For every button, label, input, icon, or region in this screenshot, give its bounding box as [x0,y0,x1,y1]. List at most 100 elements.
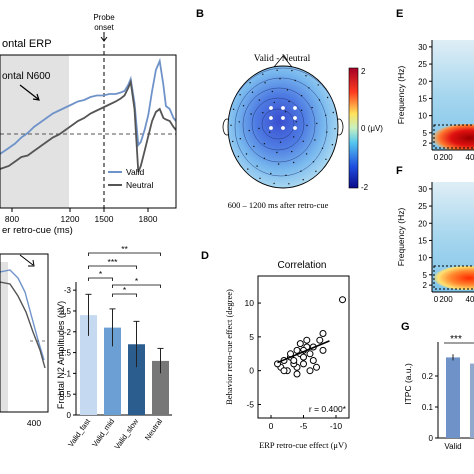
electrode-dot [262,73,264,76]
panel-f-xtick-label: 0 [434,295,439,304]
electrode-dot [316,122,318,125]
panel-a-legend: Valid Neutral [108,167,154,190]
electrode-dot [250,113,252,115]
electrode-dot [286,89,289,91]
panel-a-xlabel: er retro-cue (ms) [2,225,73,236]
significance-bracket [88,252,161,256]
electrode-dot [325,114,327,117]
electrode-dot [276,69,278,71]
scatter-point [319,346,327,354]
electrode-dot [300,170,302,172]
panel-d-ytick-label: 5 [249,332,254,342]
panel-d-xtick-label: 0 [269,421,274,431]
panel-a-annotation: ontal N600 [2,71,51,82]
electrode-dot [258,127,260,130]
electrode-dot [232,108,235,111]
electrode-dot [242,105,245,107]
scatter-point [290,357,298,364]
bar-valid-fast [80,315,97,415]
scatter-point [306,350,314,358]
electrode-dot [325,158,327,160]
panel-f-xtick-label: 200 [439,295,453,304]
panel-a-probe-label-1: Probe [93,13,115,22]
panel-e-hotspot [432,124,474,150]
electrode-dot [300,95,303,97]
electrode-dot [279,78,281,80]
panel-c-ytick-label: -2.5 [57,307,71,316]
scatter-point [300,353,307,361]
electrode-dot [263,157,266,159]
panel-b-caption: 600 – 1200 ms after retro-cue [228,200,329,210]
panel-d-ytick-label: -5 [246,399,254,409]
panel-c-left-gray [0,262,8,412]
electrode-dot [277,163,280,165]
electrode-dot [317,84,319,86]
panel-d-correlation: D Correlation Behavior retro-cue effect … [201,250,350,450]
panel-e-ytick-label: 25 [418,60,427,69]
electrode-dot [305,75,307,77]
electrode-dot [263,143,266,145]
panel-b-topomap: B Valid - Neutral 2 0 (μV) -2 600 – 1200… [196,8,383,210]
electrode-dot [321,147,324,149]
electrode-dot [230,124,232,127]
significance-bracket [88,277,113,281]
panel-g-ylabel: ITPC (a.u.) [403,363,413,405]
electrode-dot [249,82,251,84]
roi-electrode-dot [293,106,297,110]
panel-a-probe-arrow [100,32,108,42]
topomap-contours [228,67,338,188]
scatter-point [280,367,288,375]
panel-d-xtick-label: -5 [300,421,308,431]
panel-a-xtick-label: 1500 [95,214,114,224]
roi-electrode-dot [281,126,285,130]
electrode-dot [256,165,258,167]
panel-d-xtick-label: -10 [330,421,343,431]
scatter-point [339,296,346,304]
roi-electrode-dot [269,126,273,130]
roi-electrode-dot [269,116,273,120]
scatter-point [313,363,320,371]
electrode-dot [318,99,321,101]
panel-c-ytick-label: -0.5 [57,390,71,399]
electrode-dot [291,150,293,153]
panel-c-category-label: Valid_slow [113,417,141,452]
colorbar-bottom-label: -2 [361,183,369,192]
scatter-point [293,346,301,354]
roi-electrode-dot [269,106,273,110]
scatter-point [316,336,324,344]
electrode-dot [269,131,271,133]
itpc-bar-valid [446,357,460,438]
panel-d-ytick-label: 0 [249,366,254,376]
panel-f-ytick-label: 20 [418,219,427,228]
panel-a-frame [0,54,177,209]
significance-stars: * [123,285,127,295]
panel-b-letter: B [196,8,204,20]
series-line-neutral [0,78,176,173]
panel-e-ytick-label: 5 [423,129,428,138]
bar-valid-slow [128,344,145,415]
electrode-dot [264,82,266,84]
electrode-dot [258,99,261,101]
panel-a-probe-label-2: onset [94,23,114,32]
panel-a-xtick-label: 1200 [61,214,80,224]
panel-f-roi-box [433,265,474,290]
panel-d-title: Correlation [278,260,327,271]
electrode-dot [248,129,250,132]
panel-e-xtick-label: 200 [439,153,453,162]
panel-a-annotation-arrow [19,84,40,101]
panel-f-hotspot [434,266,474,290]
electrode-dot [295,121,297,123]
panel-c-left-xtick: 400 [27,418,41,428]
panel-f-ytick-label: 5 [423,271,428,280]
electrode-dot [271,90,273,93]
scatter-point [300,360,307,368]
panel-a-xtick-label: 1800 [139,214,158,224]
panel-f-ytick-label: 15 [418,236,427,245]
panel-d-ytick-label: 10 [245,298,255,308]
series-line-valid [0,57,176,155]
bar-neutral [152,360,169,415]
panel-e-ytick-label: 10 [418,112,427,121]
panel-c-left-frame [0,253,49,413]
